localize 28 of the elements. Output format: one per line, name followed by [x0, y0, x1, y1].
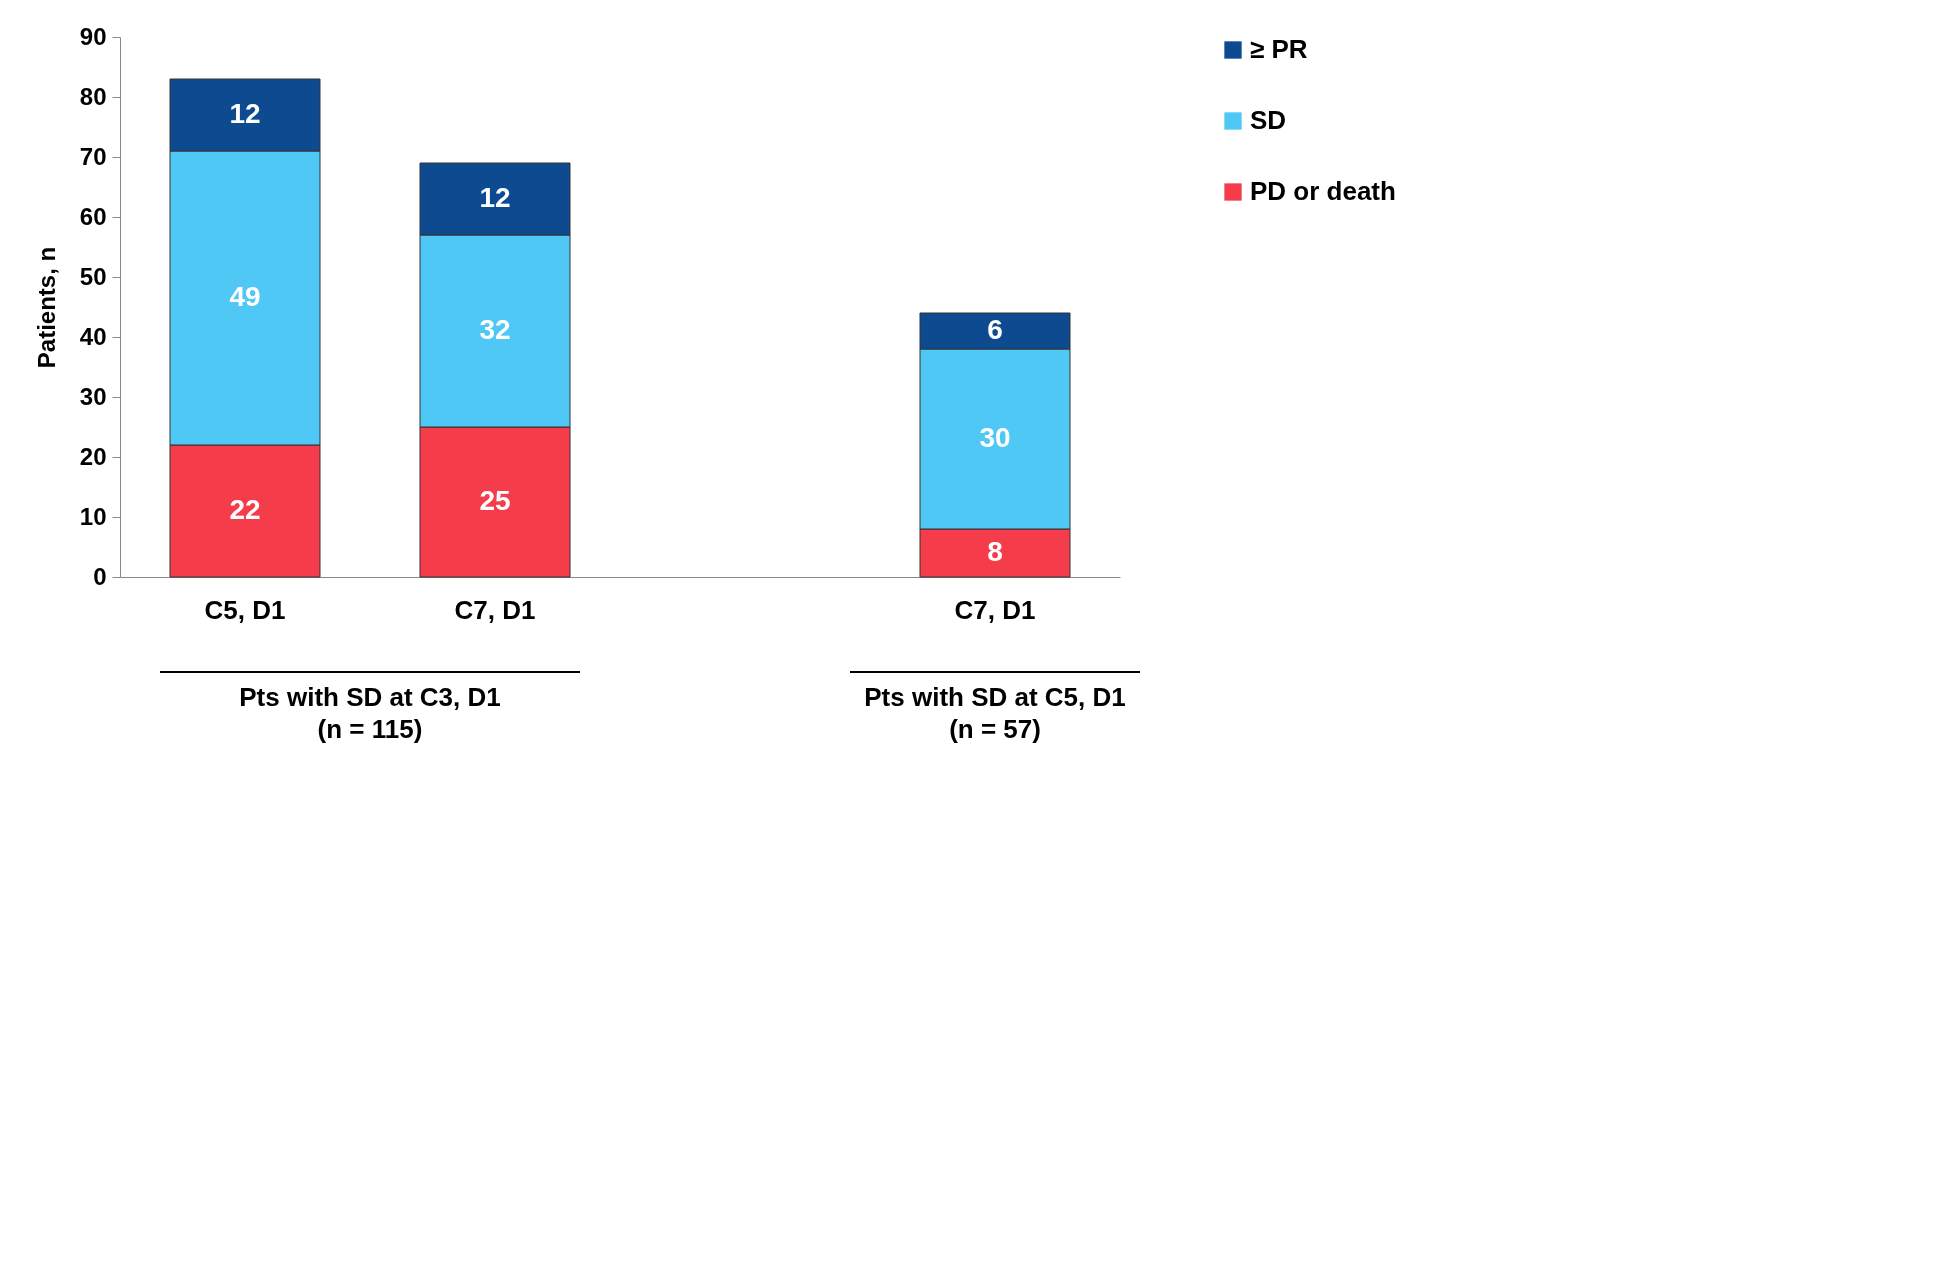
y-axis-title: Patients, n	[32, 246, 60, 369]
data-label: 8	[987, 536, 1003, 567]
data-label: 22	[229, 494, 261, 525]
y-tick-label: 20	[79, 442, 107, 470]
data-label: 12	[229, 98, 261, 129]
x-tick-label: C7, D1	[454, 594, 536, 625]
y-tick-label: 0	[93, 562, 107, 590]
y-tick-label: 90	[79, 22, 107, 50]
data-label: 30	[979, 422, 1011, 453]
data-label: 25	[479, 485, 511, 516]
y-tick-label: 40	[79, 322, 107, 350]
y-tick-label: 70	[79, 142, 107, 170]
text: Pts with SD at C5, D1 (n = 57)	[864, 682, 1126, 744]
data-label: 32	[479, 314, 511, 345]
legend-label: SD	[1250, 105, 1287, 135]
y-tick-label: 50	[79, 262, 107, 290]
y-tick-label: 80	[79, 82, 107, 110]
y-tick-label: 10	[79, 502, 107, 530]
x-tick-label: C7, D1	[954, 594, 1036, 625]
legend-label: PD or death	[1250, 176, 1396, 206]
y-tick-label: 30	[79, 382, 107, 410]
legend-label: ≥ PR	[1250, 34, 1308, 64]
data-label: 49	[229, 281, 261, 312]
text: Pts with SD at C3, D1 (n = 115)	[239, 682, 501, 744]
x-tick-label: C5, D1	[204, 594, 286, 625]
y-tick-label: 60	[79, 202, 107, 230]
data-label: 12	[479, 182, 511, 213]
data-label: 6	[987, 314, 1003, 345]
